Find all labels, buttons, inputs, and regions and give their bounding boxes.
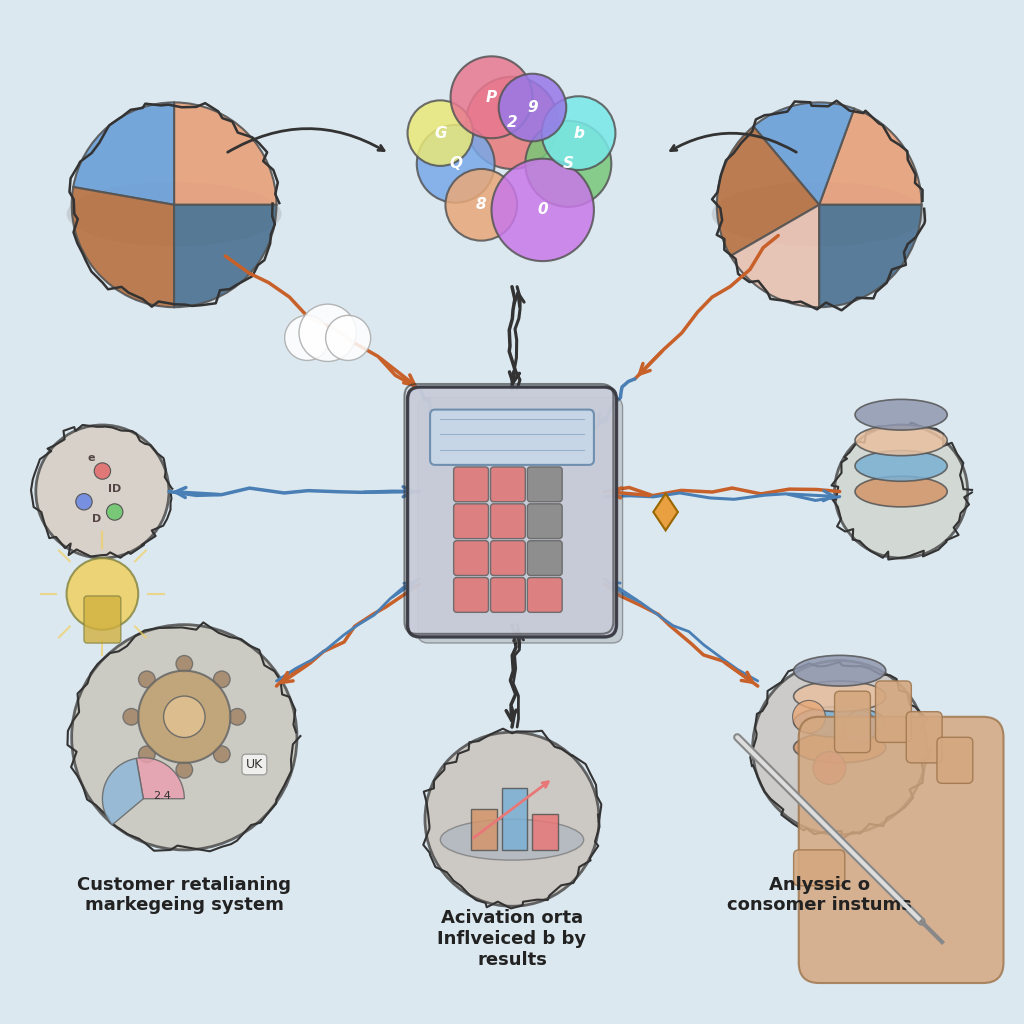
- Text: Q: Q: [450, 157, 462, 171]
- Circle shape: [408, 100, 473, 166]
- FancyBboxPatch shape: [527, 467, 562, 502]
- Circle shape: [67, 558, 138, 630]
- Circle shape: [176, 655, 193, 672]
- Circle shape: [138, 745, 156, 763]
- Wedge shape: [819, 109, 922, 205]
- Circle shape: [326, 315, 371, 360]
- Text: G: G: [434, 126, 446, 140]
- Circle shape: [138, 671, 156, 688]
- Circle shape: [417, 125, 495, 203]
- Circle shape: [451, 56, 532, 138]
- FancyBboxPatch shape: [527, 578, 562, 612]
- Wedge shape: [174, 102, 276, 205]
- Circle shape: [123, 709, 139, 725]
- Circle shape: [445, 169, 517, 241]
- FancyBboxPatch shape: [430, 410, 594, 465]
- Text: b: b: [573, 126, 584, 140]
- Text: UK: UK: [246, 758, 263, 771]
- Circle shape: [299, 304, 356, 361]
- Ellipse shape: [440, 819, 584, 860]
- FancyBboxPatch shape: [876, 681, 911, 742]
- Circle shape: [94, 463, 111, 479]
- FancyBboxPatch shape: [454, 467, 488, 502]
- Ellipse shape: [794, 655, 886, 686]
- FancyBboxPatch shape: [84, 596, 121, 643]
- Circle shape: [285, 315, 330, 360]
- Ellipse shape: [712, 182, 927, 246]
- Ellipse shape: [855, 425, 947, 456]
- Circle shape: [525, 121, 611, 207]
- FancyBboxPatch shape: [418, 397, 623, 643]
- Wedge shape: [717, 126, 819, 256]
- FancyBboxPatch shape: [906, 712, 942, 763]
- FancyBboxPatch shape: [454, 578, 488, 612]
- FancyBboxPatch shape: [490, 504, 525, 539]
- FancyBboxPatch shape: [454, 504, 488, 539]
- FancyBboxPatch shape: [408, 387, 616, 637]
- Polygon shape: [653, 494, 678, 530]
- Circle shape: [138, 671, 230, 763]
- Circle shape: [106, 504, 123, 520]
- FancyBboxPatch shape: [490, 541, 525, 575]
- Wedge shape: [102, 759, 143, 825]
- Text: D: D: [92, 514, 101, 524]
- Text: 9: 9: [527, 100, 538, 115]
- FancyBboxPatch shape: [490, 578, 525, 612]
- Text: Anlyssic o
consomer instums: Anlyssic o consomer instums: [727, 876, 911, 914]
- Circle shape: [793, 700, 825, 733]
- Text: P: P: [486, 90, 497, 104]
- Wedge shape: [730, 205, 819, 307]
- Text: e: e: [87, 453, 94, 463]
- Ellipse shape: [794, 732, 886, 763]
- Circle shape: [164, 696, 205, 737]
- Text: ID: ID: [108, 483, 121, 494]
- FancyBboxPatch shape: [527, 541, 562, 575]
- Wedge shape: [174, 205, 276, 307]
- Wedge shape: [819, 205, 922, 307]
- Text: 0: 0: [538, 203, 548, 217]
- FancyBboxPatch shape: [502, 788, 527, 850]
- Circle shape: [835, 425, 968, 558]
- Text: Acivation orta
Inflveiced b by
results: Acivation orta Inflveiced b by results: [437, 909, 587, 969]
- Circle shape: [753, 660, 927, 835]
- FancyBboxPatch shape: [799, 717, 1004, 983]
- Circle shape: [213, 745, 230, 763]
- FancyBboxPatch shape: [835, 691, 870, 753]
- Text: Customer retalianing
markegeing system: Customer retalianing markegeing system: [78, 876, 291, 914]
- Circle shape: [176, 762, 193, 778]
- Ellipse shape: [794, 707, 886, 737]
- FancyBboxPatch shape: [532, 814, 558, 850]
- Circle shape: [425, 732, 599, 906]
- FancyBboxPatch shape: [937, 737, 973, 783]
- Circle shape: [499, 74, 566, 141]
- Circle shape: [36, 425, 169, 558]
- Wedge shape: [74, 102, 174, 205]
- Wedge shape: [754, 102, 854, 205]
- Circle shape: [213, 671, 230, 688]
- FancyBboxPatch shape: [490, 467, 525, 502]
- Circle shape: [813, 752, 846, 784]
- Ellipse shape: [855, 399, 947, 430]
- Ellipse shape: [794, 681, 886, 712]
- Circle shape: [542, 96, 615, 170]
- Wedge shape: [136, 758, 184, 799]
- Text: S: S: [563, 157, 573, 171]
- Ellipse shape: [855, 451, 947, 481]
- FancyBboxPatch shape: [794, 850, 845, 886]
- Circle shape: [76, 494, 92, 510]
- Circle shape: [229, 709, 246, 725]
- Text: 2.4: 2.4: [154, 791, 171, 801]
- Text: 2: 2: [507, 116, 517, 130]
- FancyBboxPatch shape: [527, 504, 562, 539]
- Circle shape: [466, 77, 558, 169]
- Text: 8: 8: [476, 198, 486, 212]
- FancyBboxPatch shape: [471, 809, 497, 850]
- Circle shape: [844, 711, 877, 743]
- Circle shape: [72, 625, 297, 850]
- Ellipse shape: [855, 476, 947, 507]
- Ellipse shape: [67, 182, 282, 246]
- Circle shape: [492, 159, 594, 261]
- Wedge shape: [72, 187, 174, 307]
- FancyBboxPatch shape: [454, 541, 488, 575]
